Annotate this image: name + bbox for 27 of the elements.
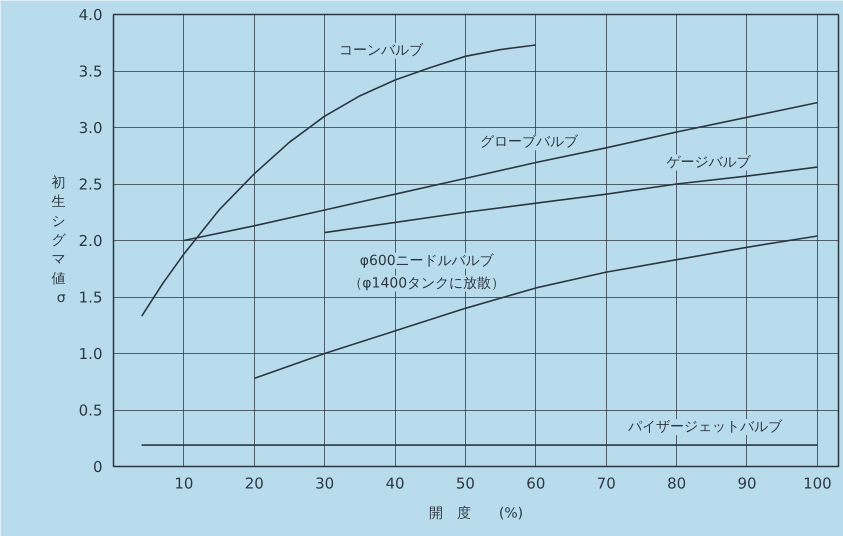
annotation: グローブバルブ: [480, 134, 579, 150]
annotation: φ600ニードルバルブ: [360, 252, 495, 269]
y-tick-label: 1.0: [78, 345, 103, 363]
annotation: （φ1400タンクに放散）: [348, 275, 506, 292]
y-tick-label: 3.0: [78, 119, 103, 137]
y-tick-label: 1.5: [78, 288, 103, 306]
x-tick-label: 30: [315, 474, 334, 492]
y-axis-title: 初生シグマ値σ: [52, 174, 67, 306]
x-tick-label: 10: [174, 474, 194, 492]
x-tick-label: 100: [803, 474, 832, 492]
y-tick-label: 2.0: [78, 232, 103, 250]
x-tick-label: 50: [456, 474, 475, 492]
annotation: コーンバルブ: [338, 42, 424, 59]
x-axis-title: 開 度 (%): [428, 506, 524, 522]
x-tick-label: 40: [386, 474, 405, 492]
y-tick-label: 3.5: [78, 62, 103, 80]
x-tick-label: 20: [244, 474, 264, 492]
x-tick-label: 60: [526, 474, 546, 492]
x-tick-label: 90: [737, 474, 757, 492]
x-tick-label: 70: [596, 474, 616, 492]
annotation: パイザージェットバルブ: [626, 418, 783, 435]
y-tick-label: 0: [92, 458, 103, 476]
y-tick-label: 4.0: [78, 6, 103, 24]
y-tick-label: 0.5: [78, 402, 103, 420]
annotation: ゲージバルブ: [666, 154, 752, 171]
y-tick-label: 2.5: [78, 176, 103, 194]
x-tick-label: 80: [667, 474, 686, 492]
